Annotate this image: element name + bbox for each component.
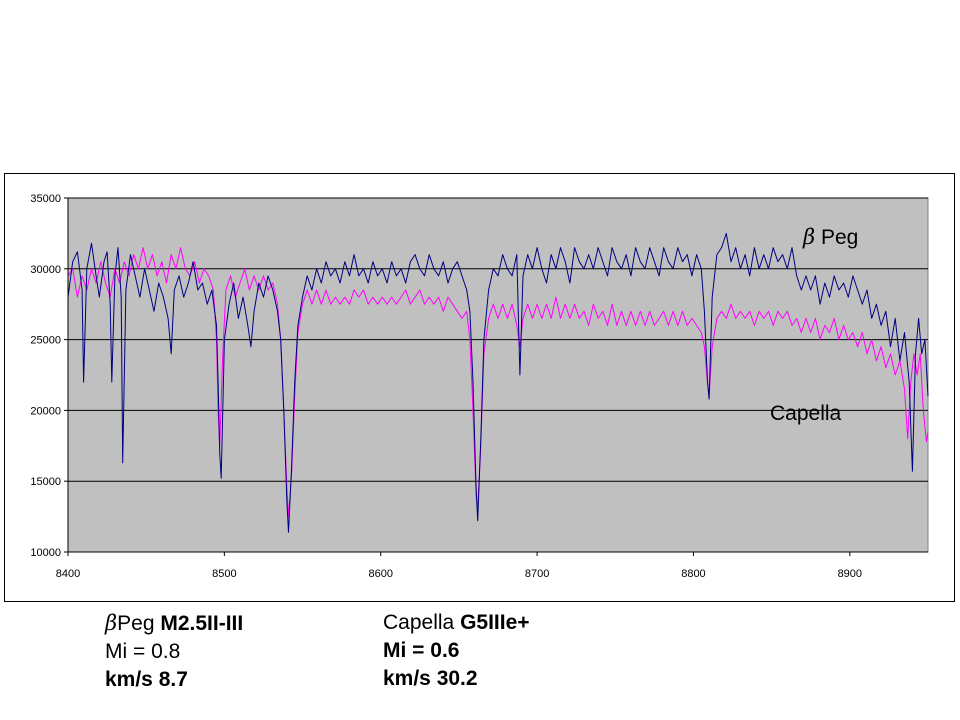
x-tick-label: 8700 (525, 568, 549, 580)
y-tick-label: 30000 (30, 264, 61, 276)
tick-labels: 10000 15000 20000 25000 30000 35000 8400 8500 86… (30, 193, 862, 580)
series-label-beta-greek: β (802, 225, 815, 249)
caption-beta-name: Peg (117, 612, 155, 635)
caption-beta-greek: β (105, 611, 118, 635)
plot-area (67, 197, 929, 553)
chart-frame: 10000 15000 20000 25000 30000 35000 8400 8500 86… (4, 173, 955, 602)
y-tick-label: 20000 (30, 405, 61, 417)
caption-capella-name: Capella (383, 611, 455, 634)
spectrum-chart: 10000 15000 20000 25000 30000 35000 8400 8500 86… (30, 193, 929, 580)
series-label-beta-peg: β Peg (802, 225, 858, 249)
caption-capella: Capella G5IIIe+ Mi = 0.6 km/s 30.2 (383, 609, 530, 693)
x-tick-label: 8500 (212, 568, 236, 580)
x-tick-label: 8600 (368, 568, 392, 580)
series-label-beta-rest: Peg (815, 226, 858, 249)
series-lines (67, 232, 929, 533)
series-label-capella: Capella (770, 402, 842, 425)
caption-beta-peg-line1: βPeg M2.5II-III (105, 609, 243, 638)
caption-beta-type: M2.5II-III (160, 612, 244, 635)
x-tick-label: 8400 (56, 568, 80, 580)
axes (67, 198, 928, 553)
y-tick-label: 35000 (30, 193, 61, 205)
caption-capella-type: G5IIIe+ (460, 611, 530, 634)
caption-beta-peg-mi: Mi = 0.8 (105, 640, 181, 663)
x-tick-label: 8800 (681, 568, 705, 580)
y-tick-label: 25000 (30, 335, 61, 347)
caption-capella-kms: km/s 30.2 (383, 667, 478, 690)
caption-beta-peg-kms: km/s 8.7 (105, 668, 188, 691)
caption-capella-mi: Mi = 0.6 (383, 639, 460, 662)
x-tick-label: 8900 (838, 568, 862, 580)
grid-lines (68, 197, 928, 482)
tick-marks (64, 197, 851, 556)
caption-capella-line1: Capella G5IIIe+ (383, 609, 530, 637)
series-line-capella (67, 247, 929, 518)
caption-beta-peg: βPeg M2.5II-III Mi = 0.8 km/s 8.7 (105, 609, 243, 694)
series-line-beta-peg (67, 232, 929, 533)
y-tick-label: 15000 (30, 476, 61, 488)
y-tick-label: 10000 (30, 547, 61, 559)
